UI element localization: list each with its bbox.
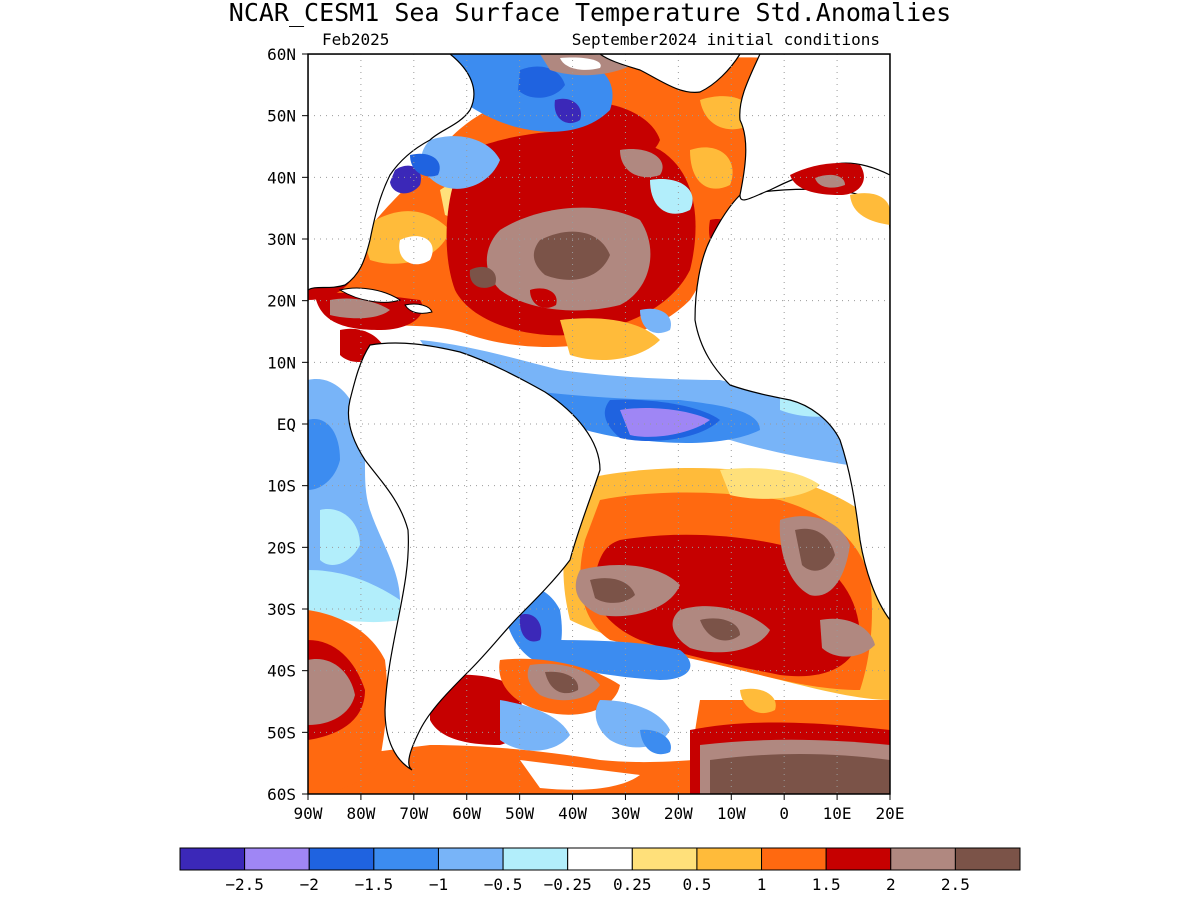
initial-conditions-label: September2024 initial conditions: [572, 30, 880, 49]
lat-label: 50N: [267, 107, 296, 126]
colorbar-label: −0.5: [484, 875, 523, 894]
colorbar-label: −1.5: [355, 875, 394, 894]
greenland-land: [598, 54, 741, 93]
colorbar-swatch: [761, 847, 827, 871]
colorbar-label: −1: [429, 875, 448, 894]
lon-label: 70W: [399, 804, 428, 823]
lat-label: 50S: [267, 723, 296, 742]
lat-label: 20S: [267, 538, 296, 557]
map-area: [308, 54, 890, 794]
lon-label: 80W: [346, 804, 375, 823]
lat-label: 60S: [267, 785, 296, 804]
colorbar-swatch: [890, 847, 956, 871]
colorbar-swatch: [437, 847, 504, 871]
lon-label: 20W: [664, 804, 693, 823]
colorbar-label: 0.5: [682, 875, 711, 894]
lon-label: 60W: [452, 804, 481, 823]
colorbar-label: 2.5: [941, 875, 970, 894]
valid-month-label: Feb2025: [322, 30, 389, 49]
colorbar-label: −0.25: [544, 875, 592, 894]
lat-label: 20N: [267, 292, 296, 311]
colorbar-swatch: [308, 847, 375, 871]
lat-label: 30S: [267, 600, 296, 619]
colorbar-swatch: [502, 847, 569, 871]
lat-label: 10S: [267, 477, 296, 496]
colorbar-label: 2: [886, 875, 896, 894]
map-gridlines: [308, 54, 890, 794]
colorbar-swatch: [825, 847, 892, 871]
longitude-labels: 90W 80W 70W 60W 50W 40W 30W 20W 10W 0 10E 20E: [294, 794, 905, 823]
colorbar-swatch: [179, 847, 246, 871]
lon-label: 50W: [505, 804, 534, 823]
colorbar-label: −2: [300, 875, 319, 894]
lat-label: 30N: [267, 230, 296, 249]
colorbar-label: −2.5: [225, 875, 264, 894]
lon-label: 10W: [717, 804, 746, 823]
latitude-labels: 60N 50N 40N 30N 20N 10N EQ 10S 20S 30S 40S 50S 60S: [267, 45, 308, 804]
colorbar-swatch: [954, 847, 1021, 871]
colorbar-swatch: [696, 847, 763, 871]
map-title: NCAR_CESM1 Sea Surface Temperature Std.A…: [229, 0, 951, 27]
lat-label: 60N: [267, 45, 296, 64]
lon-label: 30W: [611, 804, 640, 823]
colorbar-label: 1: [757, 875, 767, 894]
lon-label: 40W: [558, 804, 587, 823]
lat-label: 40S: [267, 662, 296, 681]
lon-label: 0: [779, 804, 789, 823]
north-america-land: [308, 54, 475, 291]
colorbar-label: 0.25: [613, 875, 652, 894]
colorbar-swatch: [631, 847, 698, 871]
colorbar-swatch: [244, 847, 310, 871]
colorbar: −2.5 −2 −1.5 −1 −0.5 −0.25 0.25 0.5 1 1.5 2 2.5: [179, 847, 1021, 894]
lat-label: 10N: [267, 353, 296, 372]
lon-label: 10E: [823, 804, 852, 823]
colorbar-swatch: [373, 847, 439, 871]
lat-label: EQ: [277, 415, 296, 434]
colorbar-swatch: [567, 847, 633, 871]
south-america-land: [347, 342, 601, 771]
colorbar-label: 1.5: [812, 875, 841, 894]
lon-label: 90W: [294, 804, 323, 823]
lat-label: 40N: [267, 168, 296, 187]
lon-label: 20E: [876, 804, 905, 823]
